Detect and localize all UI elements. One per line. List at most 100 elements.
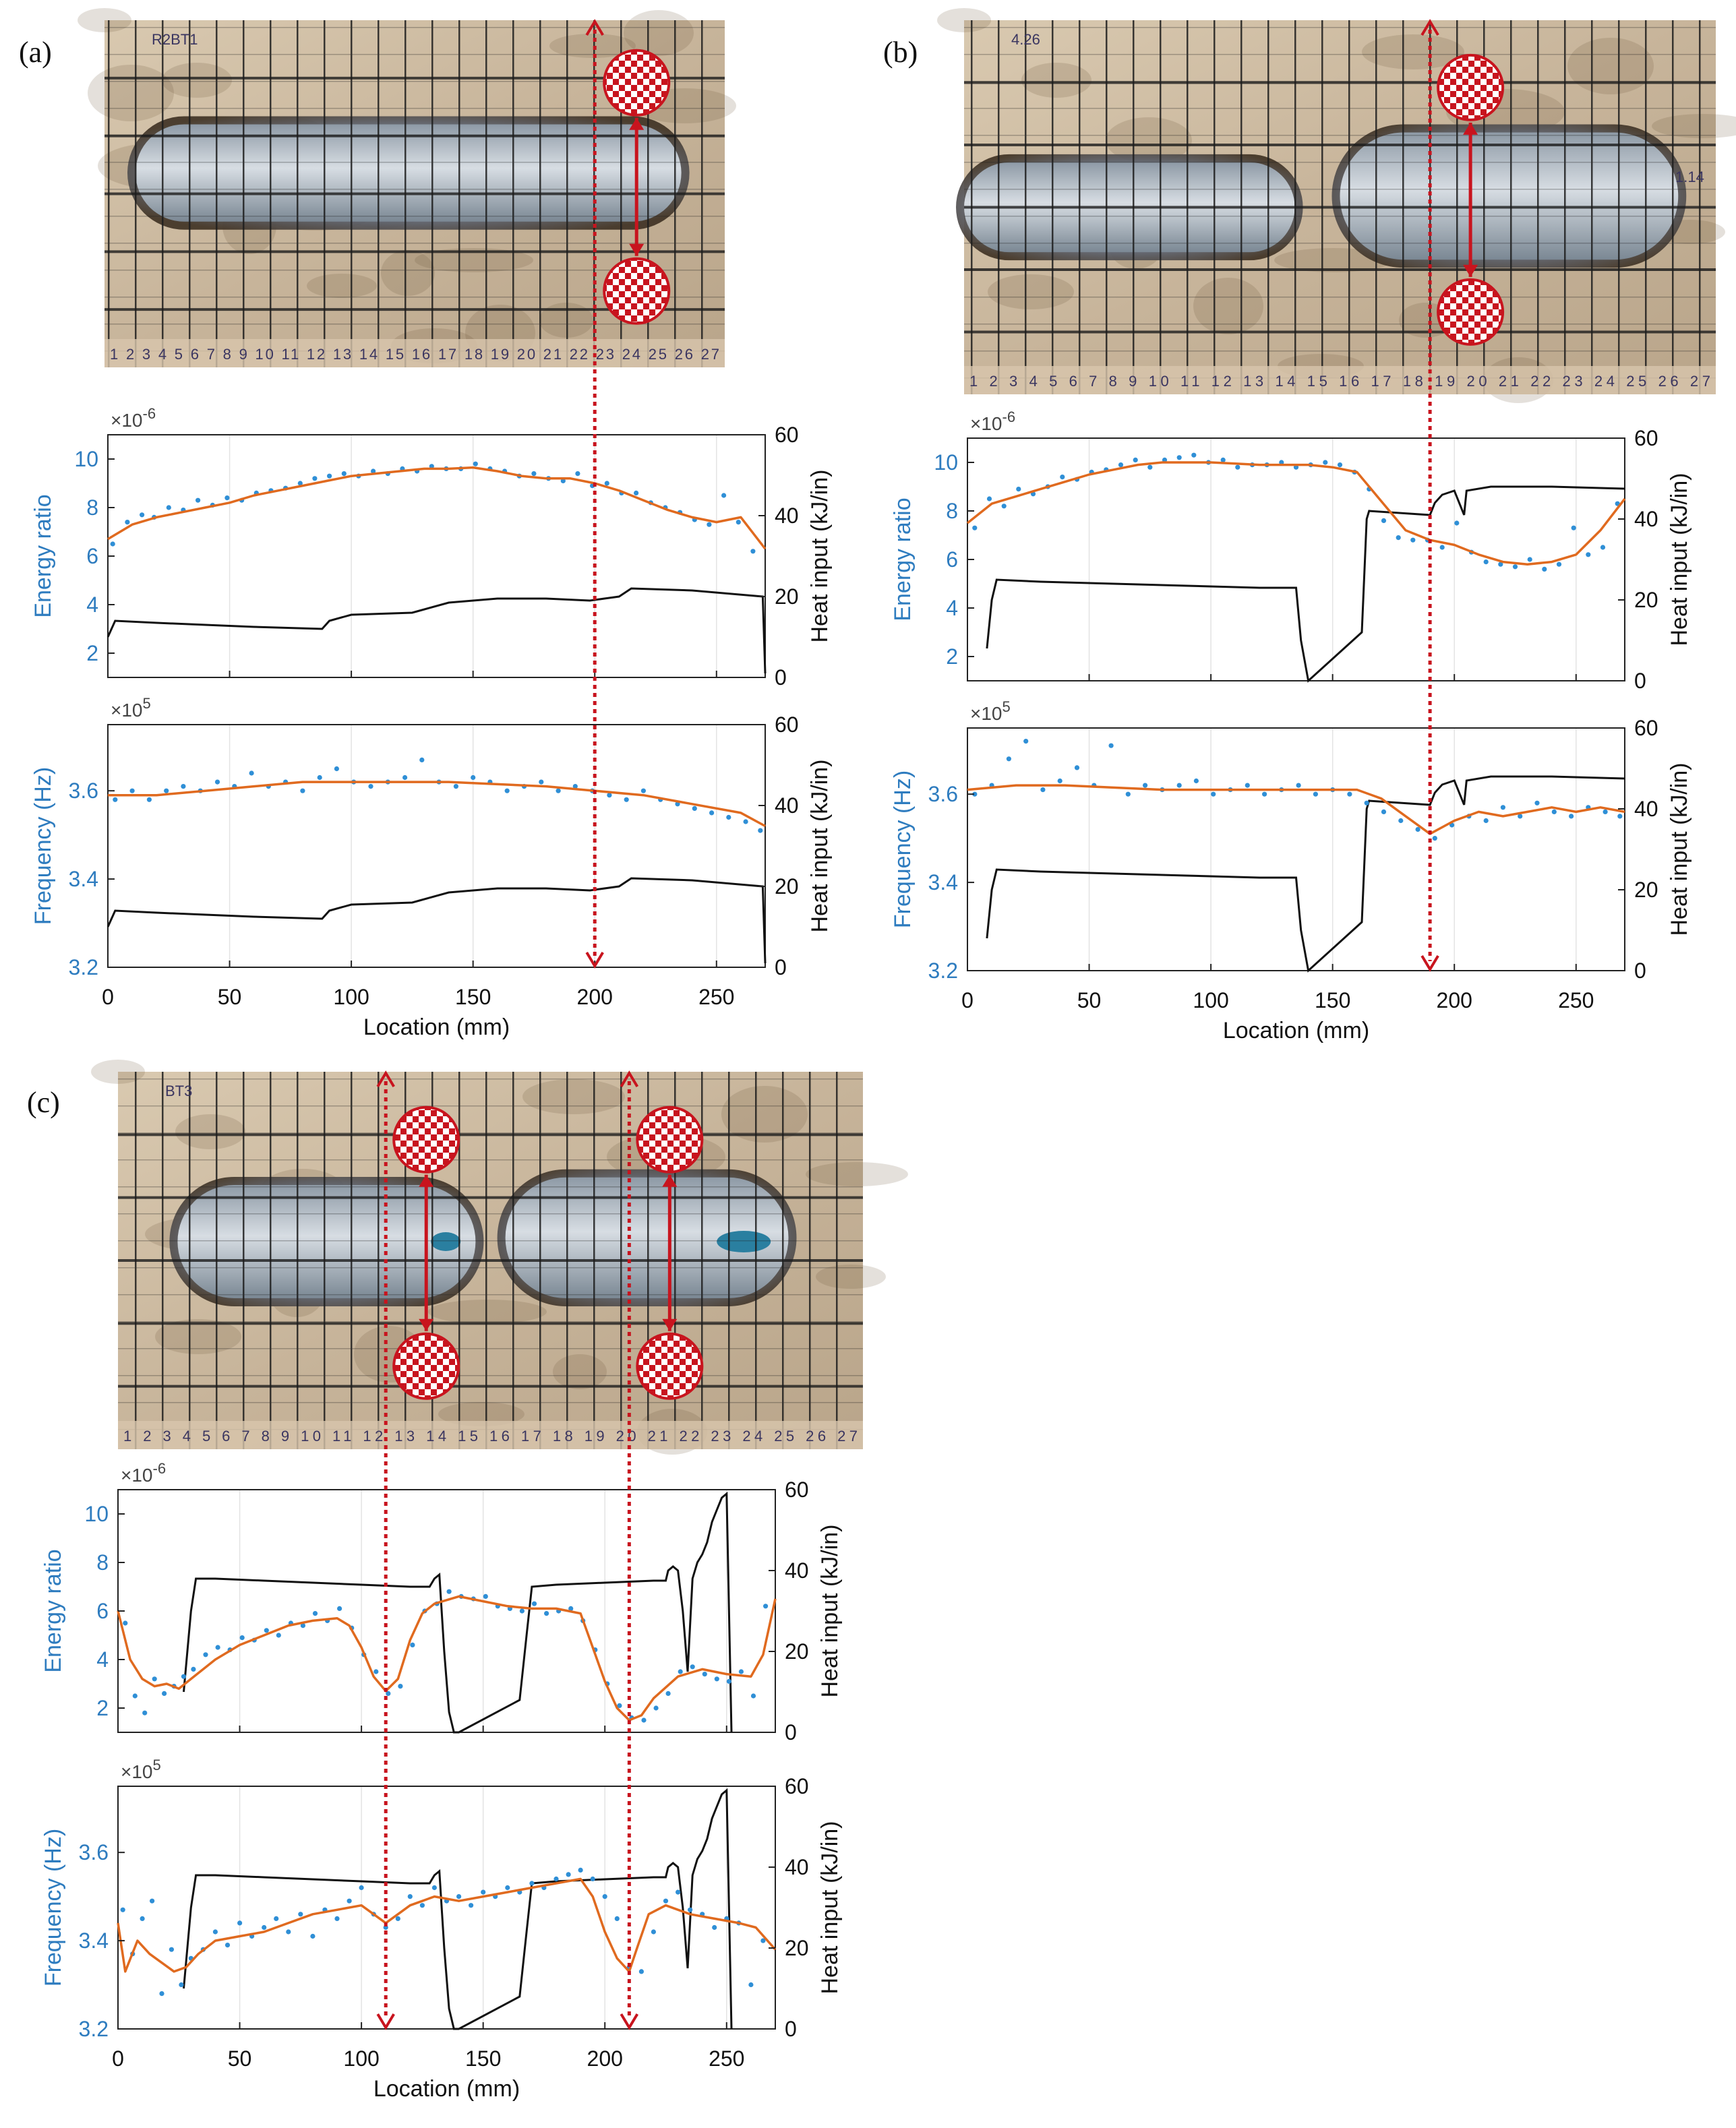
scatter-point: [1147, 464, 1153, 470]
ruler-strip: [118, 1421, 863, 1449]
y-exponent-power: -6: [143, 405, 156, 422]
y-exponent: ×10-6: [111, 405, 156, 431]
y2-tick-label: 40: [775, 504, 799, 528]
scatter-point: [607, 793, 612, 798]
x-tick-label: 250: [1558, 988, 1594, 1012]
scatter-point: [398, 1684, 403, 1689]
scatter-point: [373, 1669, 379, 1674]
width-arrow-head: [662, 1318, 678, 1331]
scatter-point: [300, 1623, 305, 1629]
y-tick-label: 10: [84, 1502, 109, 1526]
x-tick-label: 150: [455, 985, 491, 1009]
scatter-point: [624, 797, 629, 802]
fit-series: [117, 1595, 777, 1722]
scatter-point: [300, 788, 305, 793]
y2-tick-label: 60: [785, 1478, 809, 1502]
scatter-point: [1534, 800, 1540, 805]
y-tick-label: 4: [96, 1647, 109, 1672]
ruler-numbers: 1 2 3 4 5 6 7 8 9 10 11 12 13 14 15 16 1…: [110, 346, 719, 363]
y2-tick-label: 40: [785, 1558, 809, 1583]
scatter-point: [505, 1885, 510, 1891]
scatter-point: [750, 549, 756, 554]
scatter-point: [129, 788, 135, 793]
scatter-point: [578, 1867, 583, 1873]
y2-axis-label: Heat input (kJ/in): [1667, 763, 1692, 936]
axes-frame: [107, 724, 766, 968]
scatter-point: [1603, 809, 1608, 814]
x-tick-label: 100: [1193, 988, 1228, 1012]
scatter-point: [203, 1652, 208, 1658]
scatter-point: [419, 1903, 425, 1908]
scatter-point: [1569, 814, 1574, 819]
x-tick-label: 100: [333, 985, 369, 1009]
scatter-point: [1617, 814, 1623, 819]
x-tick-label: 250: [709, 2046, 744, 2071]
scatter-point: [638, 1969, 645, 1974]
y-axis-label: Frequency (Hz): [890, 770, 916, 928]
heat-input-series: [986, 775, 1625, 973]
panel-2: (c) 1 2 3 4 5 6 7 8 9 10 11 12 13 14 15 1…: [27, 1060, 908, 2102]
scatter-point: [469, 1903, 474, 1908]
scatter-point: [1432, 836, 1437, 841]
scatter-point: [371, 468, 376, 474]
axes-frame: [117, 1786, 776, 2030]
marker-arrow-up: [376, 1070, 395, 1088]
scatter-point: [386, 1691, 391, 1696]
x-tick-label: 200: [587, 2046, 623, 2071]
scatter-point: [162, 1691, 167, 1696]
fit-series: [967, 784, 1625, 835]
scatter-point: [539, 779, 544, 785]
scatter-point: [1211, 791, 1216, 797]
scatter-point: [566, 1872, 571, 1877]
scatter-point: [146, 797, 152, 802]
checker-circle-bottom: [636, 1332, 704, 1400]
scatter-point: [473, 461, 478, 466]
scatter-point: [544, 1611, 549, 1616]
scatter-point: [264, 1628, 269, 1633]
x-tick-label: 0: [112, 2046, 124, 2071]
scatter-point: [446, 1589, 452, 1594]
panel-label: (a): [19, 36, 52, 69]
scatter-point: [738, 1669, 744, 1674]
scatter-point: [736, 520, 741, 525]
scatter-point: [688, 1907, 693, 1912]
scatter-point: [634, 490, 639, 496]
scatter-point: [125, 520, 130, 525]
heat-input-series: [183, 1491, 733, 1734]
scatter-point: [1415, 826, 1420, 832]
scatter-point: [1381, 518, 1387, 524]
y-tick-label: 3.4: [79, 1928, 109, 1953]
y-tick-label: 6: [96, 1599, 109, 1623]
scatter-point: [1527, 557, 1532, 562]
scatter-point: [712, 1924, 717, 1931]
scatter-point: [181, 1674, 187, 1679]
y-tick-label: 3.2: [79, 2017, 109, 2041]
y-tick-label: 3.2: [69, 955, 98, 979]
scatter-point: [1191, 452, 1197, 458]
scatter-point: [1016, 487, 1021, 492]
scatter-point: [237, 1920, 243, 1926]
panel-label: (c): [27, 1086, 60, 1119]
scatter-point: [297, 481, 303, 486]
y2-tick-label: 20: [785, 1639, 809, 1664]
checker-circle-top: [392, 1105, 460, 1174]
scatter-point: [1500, 805, 1505, 810]
scatter-point: [1364, 800, 1369, 805]
marker-arrow-down: [1420, 954, 1439, 972]
y-tick-label: 3.6: [79, 1840, 109, 1864]
heat-input-series: [107, 587, 767, 674]
scatter-point: [1381, 809, 1387, 814]
scatter-point: [471, 774, 476, 781]
scatter-point: [714, 1676, 719, 1682]
scatter-point: [519, 1608, 525, 1614]
y2-tick-label: 40: [1634, 507, 1658, 531]
scatter-point: [142, 1710, 148, 1715]
y-exponent-power: 5: [1002, 698, 1011, 715]
y-exponent: ×10-6: [970, 408, 1015, 434]
scatter-point: [721, 493, 727, 498]
y2-tick-label: 60: [1634, 426, 1658, 450]
x-tick-label: 50: [228, 2046, 252, 2071]
scatter-point: [758, 828, 763, 833]
scatter-point: [690, 1664, 695, 1670]
scatter-point: [1220, 457, 1226, 463]
